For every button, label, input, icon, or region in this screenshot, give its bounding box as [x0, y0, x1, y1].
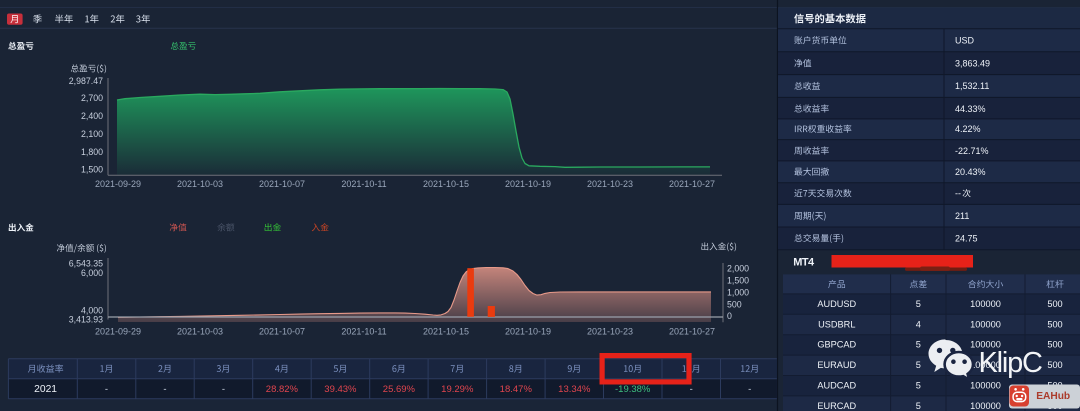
svg-text:13.34%: 13.34% — [558, 384, 591, 395]
svg-text:USD: USD — [955, 36, 975, 46]
svg-text:2021-10-03: 2021-10-03 — [177, 327, 223, 337]
svg-text:500: 500 — [727, 299, 742, 309]
svg-text:500: 500 — [1047, 340, 1062, 350]
svg-text:USDBRL: USDBRL — [818, 319, 855, 329]
svg-text:2021-09-29: 2021-09-29 — [95, 327, 141, 337]
svg-text:2021-10-23: 2021-10-23 — [587, 327, 633, 337]
svg-text:6,000: 6,000 — [81, 268, 103, 278]
svg-text:2021-10-11: 2021-10-11 — [341, 179, 386, 189]
svg-text:1,000: 1,000 — [727, 288, 749, 298]
svg-text:2021-10-19: 2021-10-19 — [505, 179, 551, 189]
svg-text:MT4: MT4 — [793, 257, 815, 269]
svg-text:-22.71%: -22.71% — [955, 146, 989, 156]
svg-text:AUDUSD: AUDUSD — [817, 299, 856, 309]
svg-text:20.43%: 20.43% — [955, 167, 986, 177]
svg-text:EURCAD: EURCAD — [817, 401, 856, 411]
svg-text:-: - — [105, 384, 108, 395]
svg-text:1,532.11: 1,532.11 — [955, 81, 989, 91]
svg-text:2,000: 2,000 — [727, 264, 749, 274]
svg-text:EAHub: EAHub — [1036, 391, 1070, 402]
svg-text:2021-10-15: 2021-10-15 — [423, 327, 469, 337]
svg-text:4.22%: 4.22% — [955, 124, 981, 134]
svg-text:2021-10-19: 2021-10-19 — [505, 327, 551, 337]
svg-text:2,987.47: 2,987.47 — [69, 76, 103, 86]
svg-text:100000: 100000 — [970, 319, 1001, 329]
svg-text:AUDCAD: AUDCAD — [817, 381, 856, 391]
svg-text:5: 5 — [916, 299, 921, 309]
svg-text:-: - — [748, 384, 751, 395]
svg-text:39.43%: 39.43% — [324, 384, 357, 395]
svg-text:44.33%: 44.33% — [955, 104, 986, 114]
svg-text:1,800: 1,800 — [81, 147, 103, 157]
svg-text:1,500: 1,500 — [727, 276, 749, 286]
svg-text:500: 500 — [1047, 360, 1062, 370]
svg-text:100000: 100000 — [970, 299, 1001, 309]
svg-text:1,500: 1,500 — [81, 165, 103, 175]
svg-text:24.75: 24.75 — [955, 233, 978, 243]
svg-text:211: 211 — [955, 211, 969, 221]
svg-text:2021-10-27: 2021-10-27 — [669, 327, 715, 337]
svg-text:28.82%: 28.82% — [266, 384, 299, 395]
svg-text:2021: 2021 — [34, 384, 57, 395]
svg-text:5: 5 — [916, 381, 921, 391]
svg-text:-19.38%: -19.38% — [615, 384, 651, 395]
svg-text:4,000: 4,000 — [81, 305, 103, 315]
svg-text:6,543.35: 6,543.35 — [69, 259, 103, 269]
svg-text:500: 500 — [1047, 299, 1062, 309]
svg-text:--: -- — [955, 189, 961, 199]
svg-text:2,700: 2,700 — [81, 93, 103, 103]
svg-text:2021-10-23: 2021-10-23 — [587, 179, 633, 189]
svg-text:3,863.49: 3,863.49 — [955, 58, 990, 68]
svg-text:100000: 100000 — [970, 401, 1001, 411]
svg-text:18.47%: 18.47% — [500, 384, 533, 395]
svg-text:-: - — [690, 384, 693, 395]
svg-text:2021-10-07: 2021-10-07 — [259, 327, 305, 337]
svg-text:0: 0 — [727, 311, 732, 321]
svg-text:4: 4 — [916, 319, 921, 329]
svg-text:5: 5 — [916, 401, 921, 411]
svg-text:GBPCAD: GBPCAD — [817, 340, 856, 350]
svg-text:KlipC: KlipC — [979, 347, 1043, 379]
svg-text:2021-10-11: 2021-10-11 — [341, 327, 386, 337]
svg-text:2,400: 2,400 — [81, 111, 103, 121]
svg-text:5: 5 — [916, 340, 921, 350]
svg-text:25.69%: 25.69% — [383, 384, 416, 395]
svg-text:2021-10-03: 2021-10-03 — [177, 179, 223, 189]
svg-text:5: 5 — [916, 360, 921, 370]
svg-text:2021-10-07: 2021-10-07 — [259, 179, 305, 189]
svg-text:2,100: 2,100 — [81, 129, 103, 139]
svg-text:-: - — [222, 384, 225, 395]
svg-text:100000: 100000 — [970, 360, 1001, 370]
svg-text:3,413.93: 3,413.93 — [69, 315, 103, 325]
svg-text:2021-10-15: 2021-10-15 — [423, 179, 469, 189]
svg-text:EURAUD: EURAUD — [817, 360, 856, 370]
svg-text:100000: 100000 — [970, 381, 1001, 391]
svg-text:2021-10-27: 2021-10-27 — [669, 179, 715, 189]
svg-text:19.29%: 19.29% — [441, 384, 474, 395]
svg-text:-: - — [163, 384, 166, 395]
svg-text:100000: 100000 — [970, 340, 1001, 350]
svg-text:2021-09-29: 2021-09-29 — [95, 179, 141, 189]
svg-text:500: 500 — [1047, 319, 1062, 329]
